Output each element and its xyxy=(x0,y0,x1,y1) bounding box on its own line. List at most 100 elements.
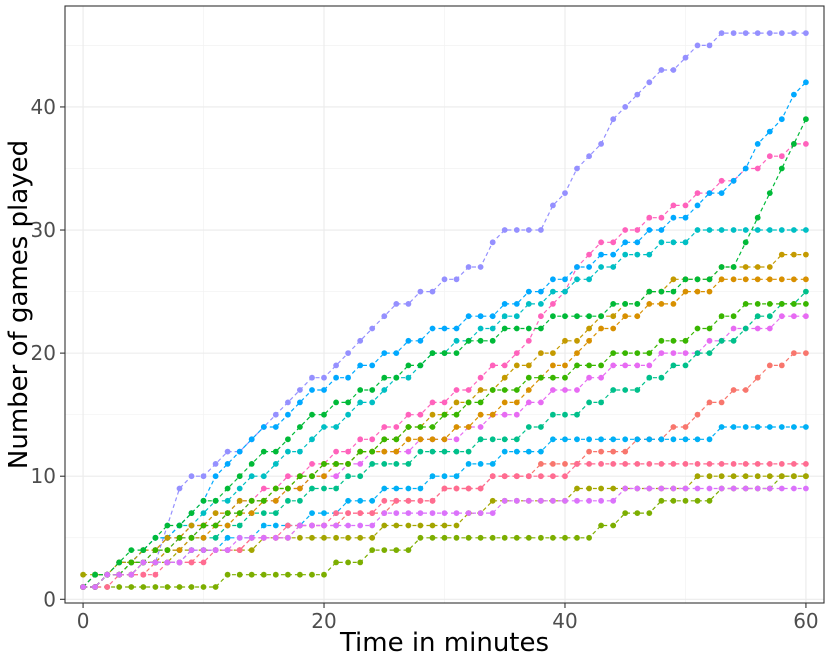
data-point xyxy=(525,534,532,541)
data-point xyxy=(513,387,520,393)
data-point xyxy=(453,399,460,406)
data-point xyxy=(803,227,809,233)
data-point xyxy=(634,510,641,516)
data-point xyxy=(778,424,785,430)
data-point xyxy=(381,448,388,455)
data-point xyxy=(598,325,604,332)
data-point xyxy=(272,522,279,529)
data-point xyxy=(598,313,604,320)
data-point xyxy=(453,424,460,430)
data-point xyxy=(550,362,556,369)
data-point xyxy=(538,473,544,480)
data-point xyxy=(646,461,653,467)
data-point xyxy=(778,30,785,36)
data-point xyxy=(393,497,400,504)
data-point xyxy=(778,461,785,467)
data-point xyxy=(333,424,339,430)
data-point xyxy=(369,448,376,455)
data-point xyxy=(236,522,243,529)
data-point xyxy=(754,461,761,467)
data-point xyxy=(538,325,544,332)
data-point xyxy=(309,374,315,381)
data-point xyxy=(646,485,653,492)
data-point xyxy=(598,399,604,406)
data-point xyxy=(501,497,508,504)
data-point xyxy=(610,313,617,320)
data-point xyxy=(586,436,592,443)
data-point xyxy=(441,473,448,480)
data-point xyxy=(658,214,665,221)
data-point xyxy=(538,461,544,467)
data-point xyxy=(441,436,448,443)
data-point xyxy=(550,313,556,320)
data-point xyxy=(562,374,568,381)
data-point xyxy=(525,497,532,504)
data-point xyxy=(489,461,496,467)
data-point xyxy=(586,313,592,320)
data-point xyxy=(164,522,171,529)
data-point xyxy=(791,350,797,356)
data-point xyxy=(525,288,532,295)
data-point xyxy=(429,411,436,418)
data-point xyxy=(333,448,339,455)
data-point xyxy=(706,473,713,480)
data-point xyxy=(525,387,532,393)
data-point xyxy=(321,411,327,418)
series-9 xyxy=(80,116,809,590)
data-point xyxy=(562,288,568,295)
data-point xyxy=(562,534,568,541)
data-point xyxy=(417,510,424,516)
data-point xyxy=(272,571,279,578)
data-point xyxy=(441,276,448,283)
data-point xyxy=(309,534,315,541)
data-point xyxy=(345,411,351,418)
data-point xyxy=(634,436,641,443)
data-point xyxy=(345,559,351,566)
data-point xyxy=(706,436,713,443)
data-point xyxy=(393,301,400,307)
data-point xyxy=(309,473,315,480)
data-point xyxy=(598,239,604,246)
data-point xyxy=(562,362,568,369)
data-point xyxy=(176,584,183,590)
data-point xyxy=(417,485,424,492)
data-point xyxy=(417,288,424,295)
data-point xyxy=(333,534,339,541)
data-point xyxy=(501,301,508,307)
data-point xyxy=(513,497,520,504)
data-point xyxy=(562,461,568,467)
data-point xyxy=(803,424,809,430)
data-point xyxy=(634,461,641,467)
data-point xyxy=(128,547,135,553)
data-point xyxy=(513,313,520,320)
data-point xyxy=(441,510,448,516)
data-point xyxy=(477,264,484,270)
data-point xyxy=(465,461,472,467)
data-point xyxy=(670,362,677,369)
data-point xyxy=(465,424,472,430)
data-point xyxy=(297,497,303,504)
data-point xyxy=(610,522,617,529)
series-layer xyxy=(80,30,809,590)
data-point xyxy=(285,534,291,541)
plot-panel-border xyxy=(64,5,825,604)
data-point xyxy=(489,325,496,332)
data-point xyxy=(345,399,351,406)
data-point xyxy=(670,337,677,344)
data-point xyxy=(646,301,653,307)
data-point xyxy=(574,387,580,393)
data-point xyxy=(333,399,339,406)
data-point xyxy=(164,547,171,553)
data-point xyxy=(682,214,689,221)
data-point xyxy=(465,264,472,270)
data-point xyxy=(803,350,809,356)
data-point xyxy=(260,522,267,529)
data-point xyxy=(465,313,472,320)
data-point xyxy=(730,461,737,467)
data-point xyxy=(417,436,424,443)
data-point xyxy=(682,424,689,430)
data-point xyxy=(272,510,279,516)
data-point xyxy=(742,30,749,36)
data-point xyxy=(598,251,604,258)
data-point xyxy=(658,67,665,73)
